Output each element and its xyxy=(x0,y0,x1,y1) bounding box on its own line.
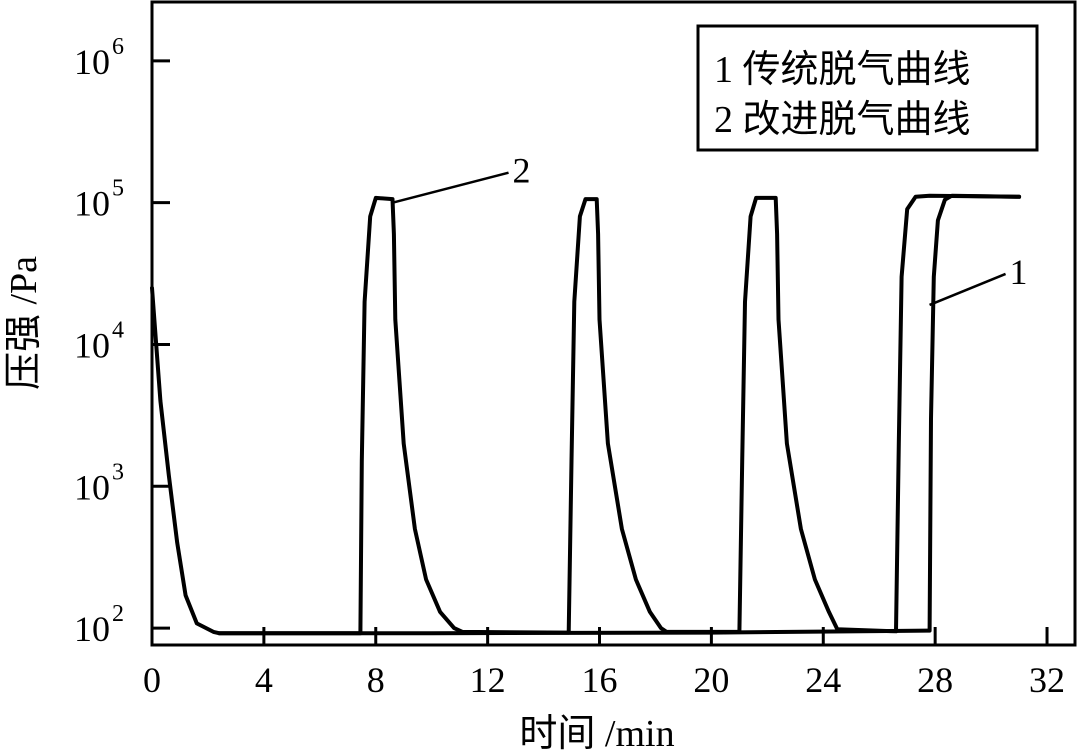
annotation-label-2: 2 xyxy=(513,151,531,191)
y-axis-label: 压强 /Pa xyxy=(3,256,45,390)
y-tick-label-2: 10 xyxy=(74,325,110,365)
x-tick-label-6: 24 xyxy=(805,660,841,700)
y-tick-label-3: 10 xyxy=(74,184,110,224)
legend-box xyxy=(696,24,1039,152)
legend: 1 传统脱气曲线 2 改进脱气曲线 xyxy=(696,24,1039,152)
y-tick-exponent-0: 2 xyxy=(112,601,124,627)
y-tick-label-1: 10 xyxy=(74,467,110,507)
y-tick-exponent-3: 5 xyxy=(112,176,124,202)
x-axis-ticks: 0 4 8 12 16 20 24 28 32 xyxy=(143,627,1065,700)
x-tick-label-4: 16 xyxy=(582,660,618,700)
series-line-1 xyxy=(150,193,1022,636)
annotation-label-1: 1 xyxy=(1010,252,1028,292)
annotation-leader-2 xyxy=(392,171,509,204)
plot-frame xyxy=(150,0,1077,647)
series-line-2 xyxy=(217,193,1022,636)
x-tick-label-5: 20 xyxy=(693,660,729,700)
y-tick-label-4: 10 xyxy=(74,42,110,82)
x-tick-label-3: 12 xyxy=(470,660,506,700)
x-tick-label-8: 32 xyxy=(1029,660,1065,700)
y-tick-exponent-4: 6 xyxy=(112,34,124,60)
x-axis-label: 时间 /min xyxy=(519,713,674,754)
x-tick-label-0: 0 xyxy=(143,660,161,700)
x-tick-label-2: 8 xyxy=(367,660,385,700)
legend-entry-1: 1 传统脱气曲线 xyxy=(714,49,971,91)
x-tick-label-1: 4 xyxy=(255,660,273,700)
annotation-leader-1 xyxy=(929,272,1007,307)
y-tick-exponent-1: 3 xyxy=(112,459,124,485)
legend-entry-2: 2 改进脱气曲线 xyxy=(714,99,971,141)
series-annotations: 21 xyxy=(392,151,1028,307)
y-tick-label-0: 10 xyxy=(74,609,110,649)
x-tick-label-7: 28 xyxy=(917,660,953,700)
y-tick-exponent-2: 4 xyxy=(112,317,124,343)
